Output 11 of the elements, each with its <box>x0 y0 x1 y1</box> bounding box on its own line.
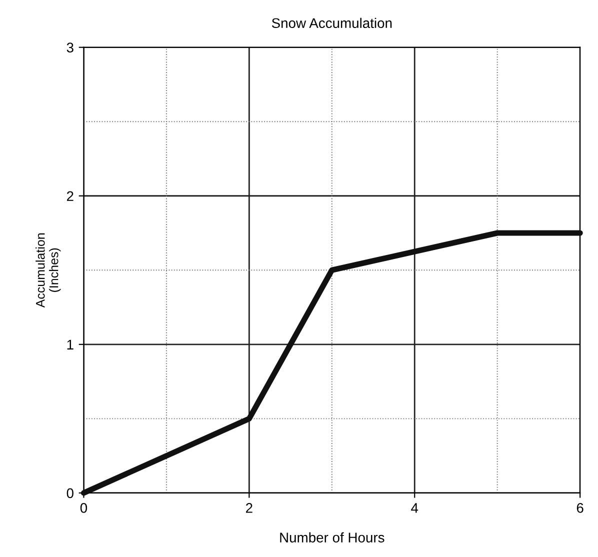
x-tick-label: 2 <box>246 503 252 513</box>
y-tick-label: 0 <box>66 488 74 498</box>
chart-title: Snow Accumulation <box>272 18 392 28</box>
x-tick-label: 6 <box>576 503 584 513</box>
x-tick-label: 4 <box>411 503 418 513</box>
x-axis-title: Number of Hours <box>280 532 384 542</box>
y-tick-label: 3 <box>66 42 74 53</box>
x-tick-label: 0 <box>80 503 88 513</box>
y-axis-title: Accumulation (Inches) <box>36 233 61 308</box>
y-tick-label: 2 <box>66 191 74 201</box>
y-tick-label: 1 <box>67 340 74 350</box>
